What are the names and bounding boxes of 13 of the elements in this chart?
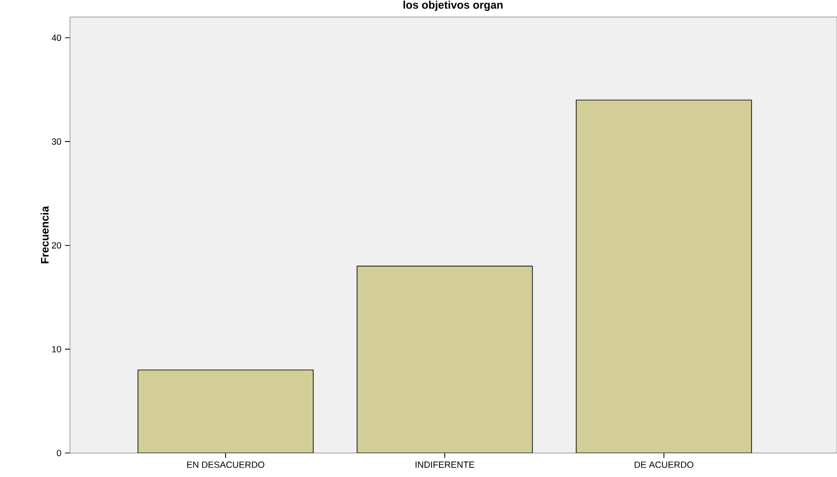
chart-title: los objetivos organ [404,0,503,11]
y-tick-label: 40 [52,34,62,41]
y-axis-title: Frecuencia [40,206,49,264]
y-tick-label: 10 [52,346,62,352]
y-tick-label: 30 [52,138,62,145]
x-tick-label: EN DESACUERDO [187,462,264,468]
x-tick-label: DE ACUERDO [634,462,694,468]
x-tick-label: INDIFERENTE [416,462,474,468]
bar [356,266,533,453]
y-tick-label: 0 [56,450,62,456]
y-tick-label: 20 [52,242,62,249]
bar [576,100,752,453]
bar [138,370,314,453]
